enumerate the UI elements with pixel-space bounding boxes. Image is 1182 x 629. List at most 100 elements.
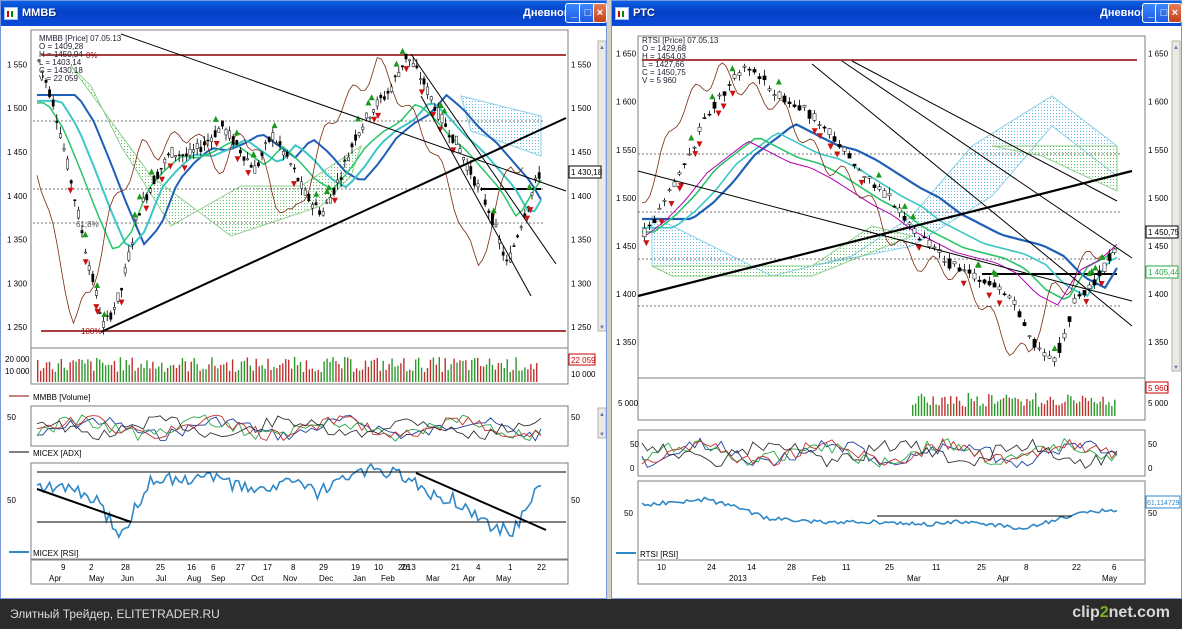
candle [537, 172, 541, 179]
month-tick: Oct [251, 574, 264, 583]
volume-bar [536, 363, 538, 382]
candle [390, 86, 394, 92]
volume-bar [385, 369, 387, 382]
volume-bar [438, 357, 440, 382]
fractal-up-arrow [271, 122, 278, 129]
candle [426, 86, 430, 95]
volume-bar [999, 399, 1002, 416]
volume-bar [982, 403, 984, 416]
candle [429, 96, 433, 101]
ma-blue [642, 123, 1118, 290]
candle [80, 230, 84, 234]
candle [887, 193, 892, 196]
day-tick: 6 [211, 563, 216, 572]
candle [120, 288, 124, 291]
candle [199, 146, 203, 152]
candle [797, 105, 802, 111]
volume-bar [166, 368, 169, 382]
day-tick: 11 [932, 563, 941, 572]
volume-bar [1058, 405, 1060, 416]
candle [1032, 339, 1037, 348]
candle [697, 126, 702, 132]
candle [512, 245, 516, 247]
candle [932, 246, 937, 249]
volume-bar [314, 371, 316, 382]
candle [647, 224, 652, 227]
volume-bar [382, 360, 384, 382]
volume-bar [1043, 404, 1046, 416]
volume-bar [299, 362, 302, 382]
candle [116, 292, 120, 302]
adx-tick-right: 0 [1148, 464, 1153, 473]
candle [837, 144, 842, 148]
close-button[interactable]: × [593, 3, 607, 23]
candle [267, 136, 271, 143]
scroll-down-icon: ▼ [1173, 365, 1179, 371]
candle [1007, 295, 1012, 299]
price-label: O = 1409,28 [39, 42, 84, 51]
price-tick-right: 1 400 [1148, 290, 1169, 299]
candle [235, 140, 239, 145]
fractal-up-arrow [729, 65, 736, 72]
close-button[interactable]: × [1168, 3, 1182, 23]
day-tick: 8 [291, 563, 296, 572]
candle [73, 199, 77, 202]
candle [318, 210, 322, 215]
fractal-up-arrow [910, 213, 917, 220]
fractal-up-arrow [324, 188, 331, 195]
volume-bar [75, 361, 77, 382]
volume-bar [379, 370, 381, 382]
day-tick: 17 [263, 563, 272, 572]
volume-bar [497, 363, 500, 382]
price-tick-left: 1 550 [7, 60, 28, 69]
month-tick: Mar [907, 574, 921, 583]
fractal-down-arrow [290, 181, 297, 188]
volume-bar [78, 359, 80, 382]
volume-bar [1081, 395, 1084, 416]
volume-bar [367, 366, 370, 382]
candle [662, 199, 667, 202]
volume-bar [370, 360, 373, 382]
titlebar[interactable]: РТС Дневной _ □ × [612, 1, 1182, 26]
period-label[interactable]: Дневной [1100, 7, 1148, 19]
candle [84, 251, 88, 254]
volume-bar [953, 403, 955, 416]
candle [415, 65, 419, 69]
price-tick-left: 1 450 [7, 148, 28, 157]
period-label[interactable]: Дневной [523, 7, 571, 19]
adx-tick: 0 [630, 464, 635, 473]
fractal-down-arrow [816, 133, 823, 140]
volume-bar [134, 370, 136, 382]
titlebar[interactable]: ММВБ Дневной _ □ × [1, 1, 607, 26]
volume-bar [1011, 398, 1013, 416]
volume-bar [1017, 399, 1019, 416]
volume-bar [326, 358, 328, 382]
candle [307, 193, 311, 202]
volume-bar [397, 365, 399, 382]
month-tick: Mar [426, 574, 440, 583]
fractal-down-arrow [715, 110, 722, 117]
volume-bar [432, 357, 435, 382]
volume-bar [444, 358, 446, 382]
day-tick: 16 [187, 563, 196, 572]
fractal-up-arrow [82, 231, 89, 238]
adx-tick: 50 [7, 413, 16, 422]
volume-bar [116, 371, 119, 382]
volume-bar [494, 369, 497, 382]
fractal-up-arrow [437, 102, 444, 109]
candle [1022, 322, 1027, 326]
price-tick-left: 1 400 [7, 192, 28, 201]
fractal-up-arrow [975, 261, 982, 268]
volume-bar [373, 359, 376, 382]
candle [712, 101, 717, 109]
volume-bar [500, 363, 503, 382]
volume-bar [964, 406, 967, 416]
fractal-up-arrow [136, 193, 143, 200]
candle [692, 146, 697, 149]
trend-line [811, 63, 1133, 327]
candle [1112, 248, 1117, 253]
candle [1082, 290, 1087, 296]
volume-bar [193, 358, 195, 382]
candle [195, 143, 199, 149]
candle [742, 65, 747, 68]
